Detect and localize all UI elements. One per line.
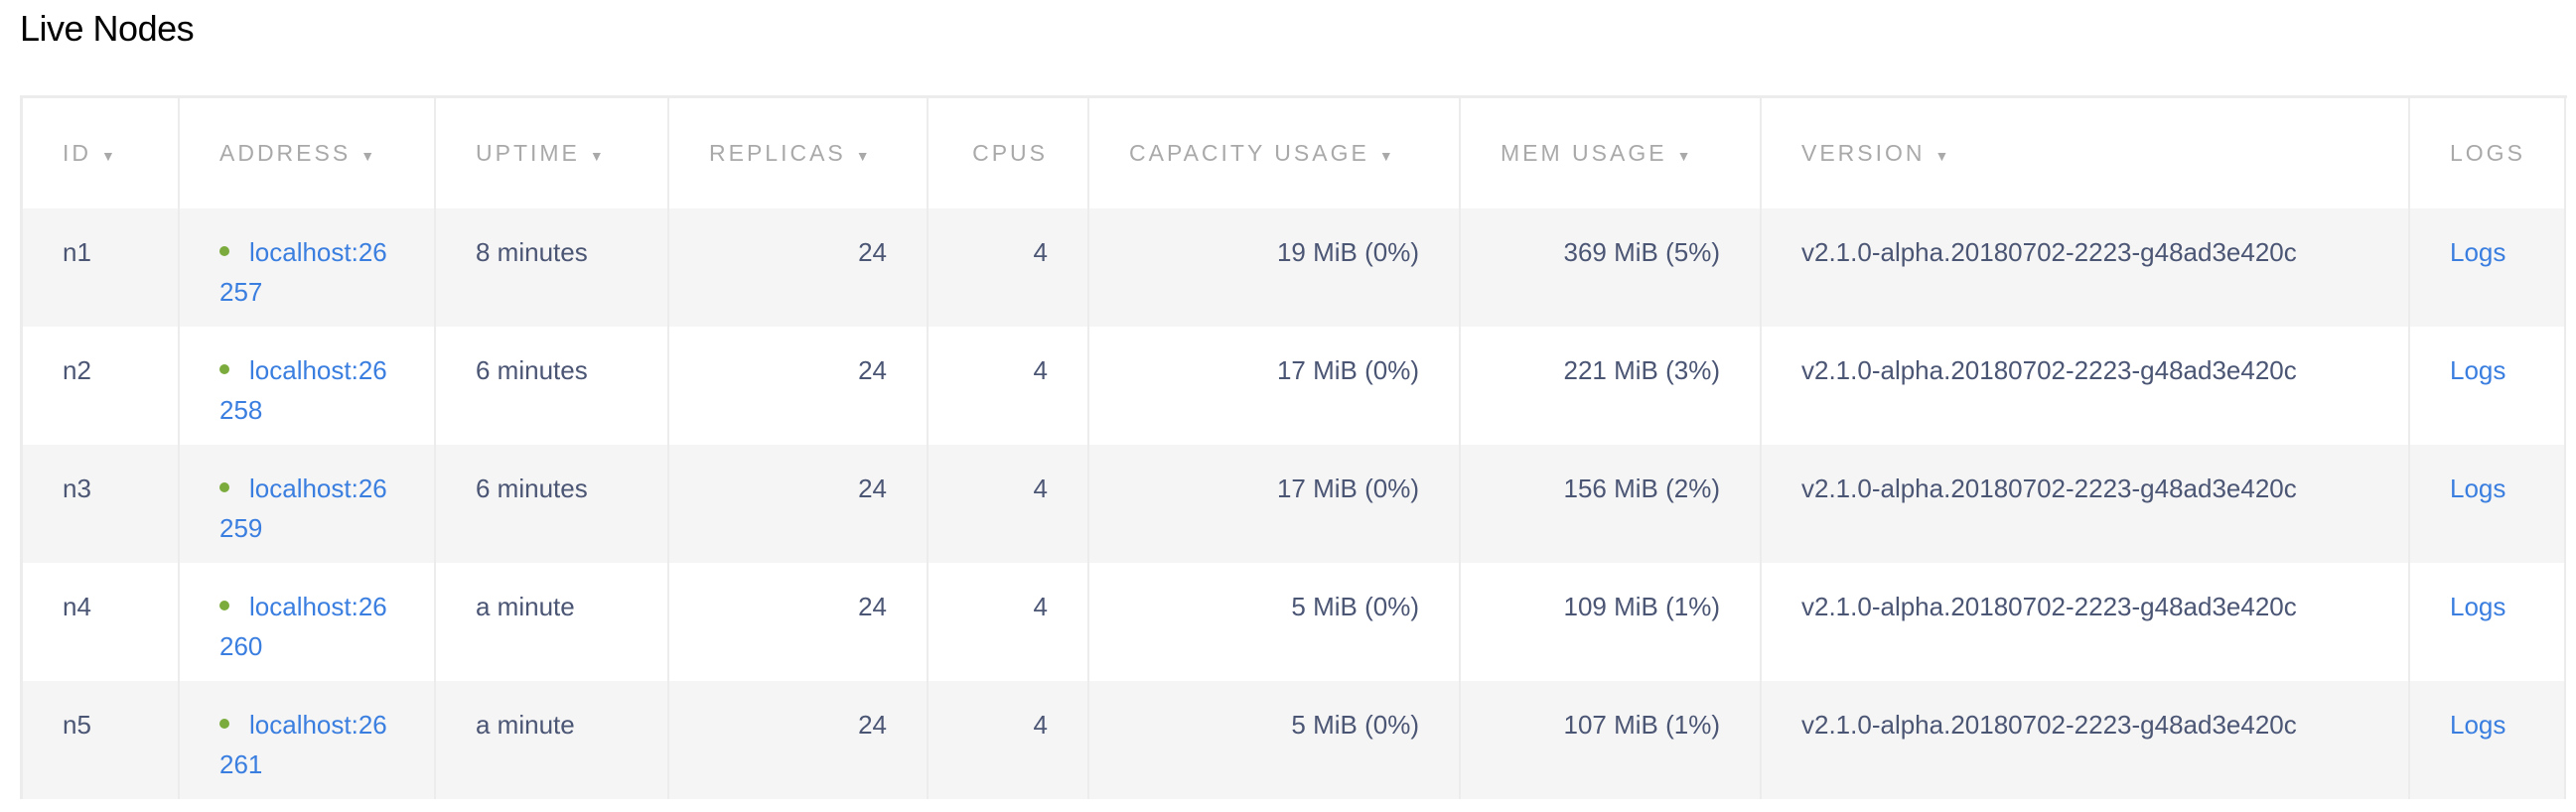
capacity-usage-cell: 17 MiB (0%): [1087, 445, 1460, 563]
table-row: n3 localhost:26259 6 minutes 24 4 17 MiB (0%)…: [23, 445, 2566, 563]
column-header-id[interactable]: ID ▼: [23, 98, 179, 208]
mem-usage-cell: 109 MiB (1%): [1459, 563, 1761, 681]
column-header-label: CPUS: [972, 140, 1048, 166]
live-status-dot-icon: [219, 246, 229, 257]
sort-arrow-icon[interactable]: ▼: [855, 148, 870, 164]
capacity-usage-cell: 19 MiB (0%): [1087, 208, 1460, 327]
logs-link[interactable]: Logs: [2450, 355, 2506, 385]
logs-link[interactable]: Logs: [2450, 237, 2506, 267]
logs-cell: Logs: [2408, 445, 2566, 563]
column-header-uptime[interactable]: UPTIME ▼: [434, 98, 668, 208]
node-id-cell: n5: [23, 681, 179, 799]
version-cell: v2.1.0-alpha.20180702-2223-g48ad3e420c: [1760, 327, 2409, 445]
page-title: Live Nodes: [20, 8, 195, 49]
address-link[interactable]: localhost:26258: [219, 355, 387, 425]
live-status-dot-icon: [219, 601, 229, 611]
node-id-cell: n4: [63, 592, 91, 621]
column-header-label: ID: [63, 140, 91, 166]
column-header-logs: LOGS: [2408, 98, 2566, 208]
column-header-address[interactable]: ADDRESS ▼: [178, 98, 435, 208]
address-cell: localhost:26261: [178, 681, 435, 799]
sort-arrow-icon[interactable]: ▼: [101, 148, 115, 164]
uptime-cell: a minute: [434, 681, 668, 799]
column-header-mem-usage[interactable]: MEM USAGE ▼: [1459, 98, 1761, 208]
logs-link[interactable]: Logs: [2450, 592, 2506, 621]
column-header-label: VERSION: [1801, 140, 1926, 166]
replicas-cell: 24: [667, 445, 928, 563]
capacity-usage-cell: 17 MiB (0%): [1087, 327, 1460, 445]
logs-cell: Logs: [2408, 563, 2566, 681]
column-header-version[interactable]: VERSION ▼: [1760, 98, 2409, 208]
capacity-usage-cell: 5 MiB (0%): [1087, 681, 1460, 799]
version-cell: v2.1.0-alpha.20180702-2223-g48ad3e420c: [1760, 681, 2409, 799]
column-header-replicas[interactable]: REPLICAS ▼: [667, 98, 928, 208]
address-cell: localhost:26260: [178, 563, 435, 681]
column-header-label: REPLICAS: [709, 140, 846, 166]
column-header-label: MEM USAGE: [1501, 140, 1667, 166]
uptime-cell: a minute: [434, 563, 668, 681]
column-header-label: UPTIME: [476, 140, 580, 166]
column-header-capacity-usage[interactable]: CAPACITY USAGE ▼: [1087, 98, 1460, 208]
table-row: n1 localhost:26257 8 minutes 24 4 19 MiB (0%)…: [23, 208, 2566, 327]
mem-usage-cell: 369 MiB (5%): [1459, 208, 1761, 327]
address-link[interactable]: localhost:26259: [219, 474, 387, 543]
mem-usage-cell: 107 MiB (1%): [1459, 681, 1761, 799]
sort-arrow-icon[interactable]: ▼: [360, 148, 375, 164]
replicas-cell: 24: [667, 563, 928, 681]
live-nodes-table-container: ID ▼ ADDRESS ▼ UPTIME ▼ REPLICAS ▼ CPUS CAPACITY …: [20, 95, 2567, 799]
sort-arrow-icon[interactable]: ▼: [1378, 148, 1393, 164]
cpus-cell: 4: [927, 563, 1088, 681]
uptime-cell: 8 minutes: [434, 208, 668, 327]
column-header-label: CAPACITY USAGE: [1129, 140, 1369, 166]
node-id-cell: n2: [63, 355, 91, 385]
live-status-dot-icon: [219, 719, 229, 730]
version-cell: v2.1.0-alpha.20180702-2223-g48ad3e420c: [1760, 563, 2409, 681]
uptime-cell: 6 minutes: [434, 327, 668, 445]
address-cell: localhost:26257: [178, 208, 435, 327]
capacity-usage-cell: 5 MiB (0%): [1087, 563, 1460, 681]
live-nodes-table: ID ▼ ADDRESS ▼ UPTIME ▼ REPLICAS ▼ CPUS CAPACITY …: [23, 98, 2566, 799]
mem-usage-cell: 156 MiB (2%): [1459, 445, 1761, 563]
version-cell: v2.1.0-alpha.20180702-2223-g48ad3e420c: [1760, 208, 2409, 327]
column-header-label: LOGS: [2450, 140, 2525, 166]
sort-arrow-icon[interactable]: ▼: [1676, 148, 1691, 164]
logs-link[interactable]: Logs: [2450, 710, 2506, 740]
cpus-cell: 4: [927, 445, 1088, 563]
cpus-cell: 4: [927, 327, 1088, 445]
table-row: n2 localhost:26258 6 minutes 24 4 17 MiB (0%)…: [23, 327, 2566, 445]
column-header-cpus: CPUS: [927, 98, 1088, 208]
column-header-label: ADDRESS: [219, 140, 352, 166]
mem-usage-cell: 221 MiB (3%): [1459, 327, 1761, 445]
live-status-dot-icon: [219, 364, 229, 375]
uptime-cell: 6 minutes: [434, 445, 668, 563]
node-id-cell: n1: [23, 208, 179, 327]
sort-arrow-icon[interactable]: ▼: [1934, 148, 1949, 164]
address-link[interactable]: localhost:26261: [219, 710, 387, 779]
replicas-cell: 24: [667, 681, 928, 799]
logs-cell: Logs: [2408, 327, 2566, 445]
replicas-cell: 24: [667, 208, 928, 327]
address-link[interactable]: localhost:26260: [219, 592, 387, 661]
cpus-cell: 4: [927, 208, 1088, 327]
replicas-cell: 24: [667, 327, 928, 445]
logs-link[interactable]: Logs: [2450, 474, 2506, 503]
sort-arrow-icon[interactable]: ▼: [589, 148, 604, 164]
address-cell: localhost:26259: [178, 445, 435, 563]
live-status-dot-icon: [219, 482, 229, 493]
cpus-cell: 4: [927, 681, 1088, 799]
logs-cell: Logs: [2408, 208, 2566, 327]
table-row: n5 localhost:26261 a minute 24 4 5 MiB (0%) 10…: [23, 681, 2566, 799]
logs-cell: Logs: [2408, 681, 2566, 799]
address-cell: localhost:26258: [178, 327, 435, 445]
node-id-cell: n3: [23, 445, 179, 563]
address-link[interactable]: localhost:26257: [219, 237, 387, 307]
table-row: n4 localhost:26260 a minute 24 4 5 MiB (0%) 10…: [23, 563, 2566, 681]
version-cell: v2.1.0-alpha.20180702-2223-g48ad3e420c: [1760, 445, 2409, 563]
table-header-row: ID ▼ ADDRESS ▼ UPTIME ▼ REPLICAS ▼ CPUS CAPACITY …: [23, 98, 2566, 208]
